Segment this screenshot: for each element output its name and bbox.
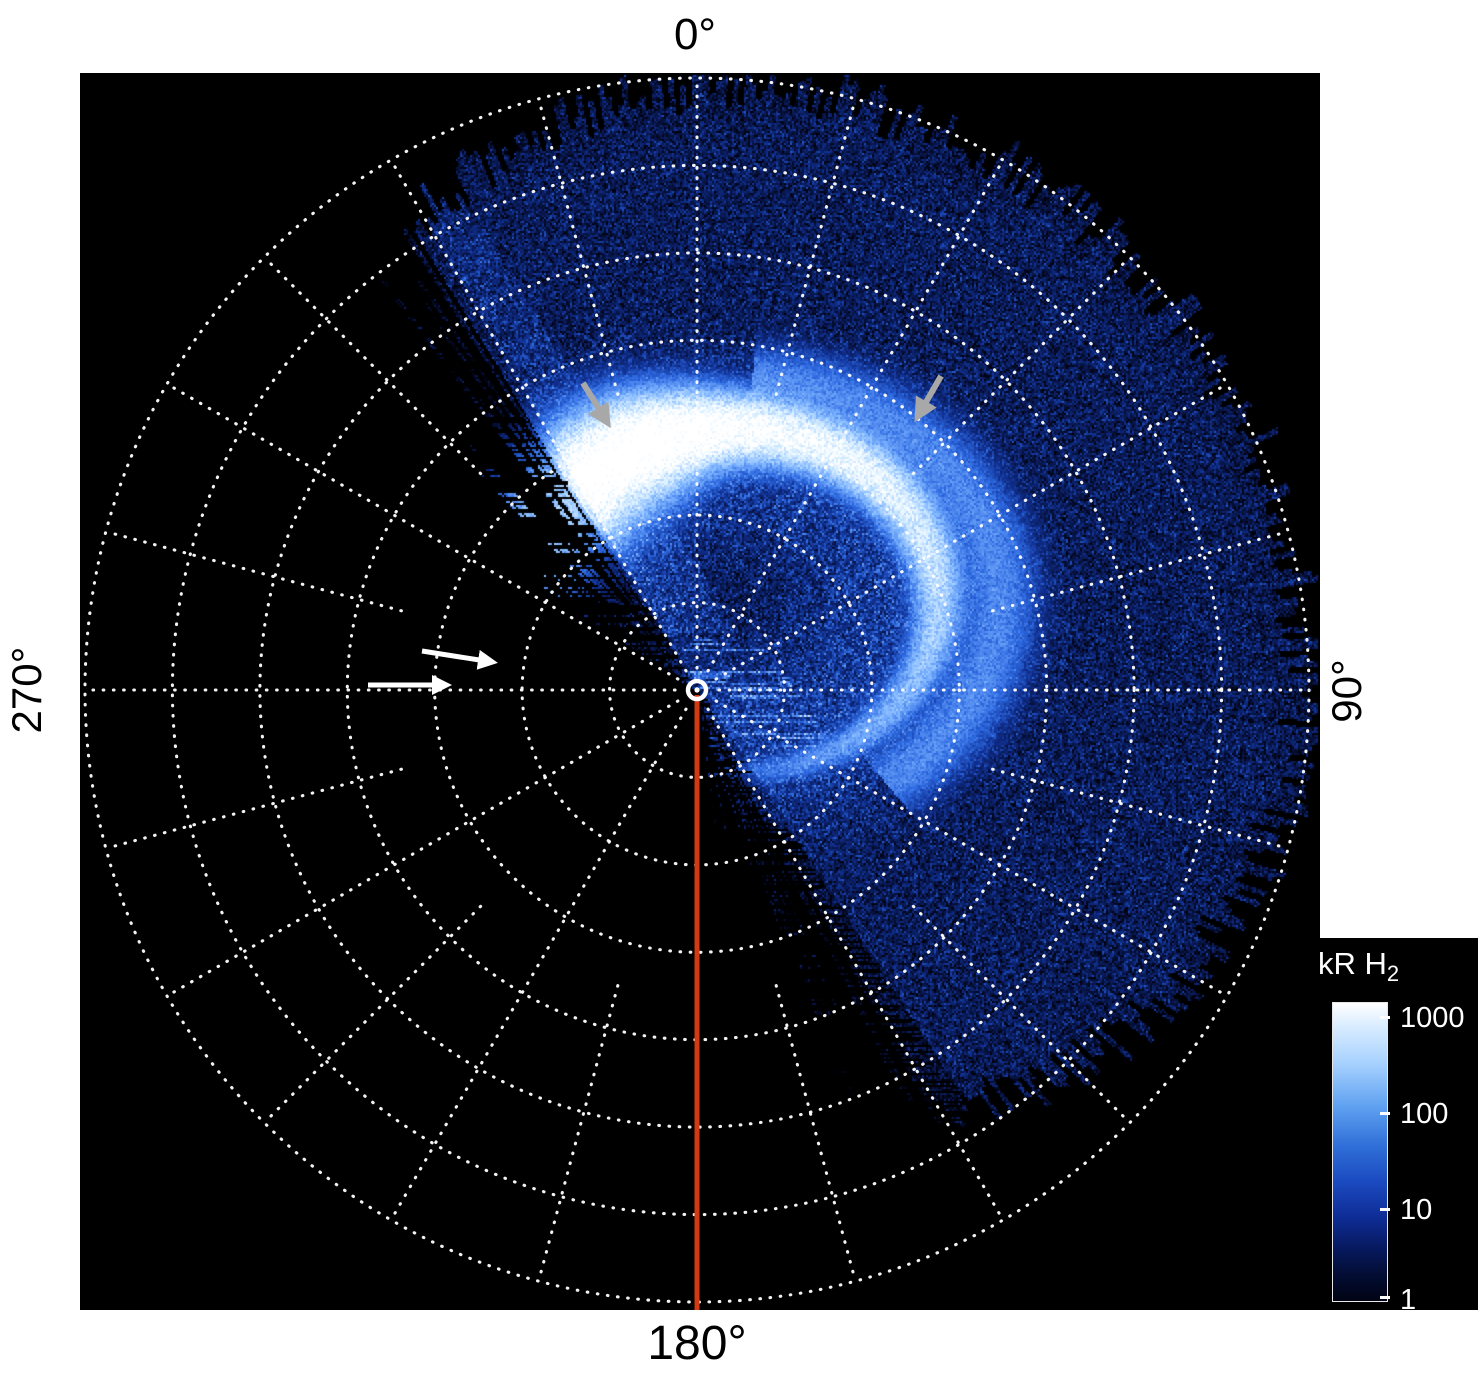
colorbar-gradient	[1332, 1002, 1388, 1302]
grid-radial-line	[708, 160, 1003, 671]
colorbar-title: kR H2	[1318, 946, 1399, 987]
grid-radial-line	[106, 532, 402, 611]
colorbar-tickmark	[1380, 1208, 1390, 1211]
colorbar-title-main: kR H	[1318, 946, 1387, 981]
grid-radial-line	[913, 257, 1129, 473]
grid-radial-line	[716, 701, 1227, 996]
polar-plot-area	[80, 73, 1320, 1310]
grid-radial-line	[391, 709, 686, 1220]
gray-arrow-2	[918, 376, 941, 416]
grid-radial-line	[106, 769, 402, 848]
colorbar-tick-1: 1	[1400, 1284, 1416, 1317]
grid-radial-line	[539, 986, 618, 1282]
grid-radial-line	[708, 709, 1003, 1220]
grid-radial-line	[913, 906, 1129, 1122]
grid-radial-line	[776, 99, 855, 395]
colorbar-tickmark	[1380, 1112, 1390, 1115]
colorbar-title-sub: 2	[1387, 961, 1399, 986]
colorbar-tick-100: 100	[1400, 1098, 1448, 1131]
grid-radial-line	[776, 986, 855, 1282]
grid-radial-line	[539, 99, 618, 395]
grid-radial-line	[391, 160, 686, 671]
grid-radial-line	[264, 257, 480, 473]
colorbar-tick-1000: 1000	[1400, 1002, 1465, 1035]
pole-marker-dot	[694, 687, 699, 692]
grid-radial-line	[993, 769, 1289, 848]
gray-arrow-1	[583, 383, 607, 422]
colorbar-tick-10: 10	[1400, 1194, 1432, 1227]
colorbar-tickmark	[1380, 1296, 1390, 1299]
angle-label-0: 0°	[674, 10, 716, 60]
colorbar-tickmark	[1380, 1016, 1390, 1019]
angle-label-90: 90°	[1323, 659, 1371, 723]
grid-radial-line	[716, 384, 1227, 679]
plot-overlay	[80, 73, 1320, 1310]
grid-radial-line	[993, 532, 1289, 611]
grid-radial-line	[167, 701, 678, 996]
white-arrow-2	[422, 651, 492, 662]
grid-radial-line	[264, 906, 480, 1122]
colorbar: kR H2 1000 100 10 1	[1292, 938, 1478, 1310]
grid-radial-line	[167, 384, 678, 679]
angle-label-180: 180°	[647, 1316, 746, 1371]
angle-label-270: 270°	[3, 647, 51, 734]
